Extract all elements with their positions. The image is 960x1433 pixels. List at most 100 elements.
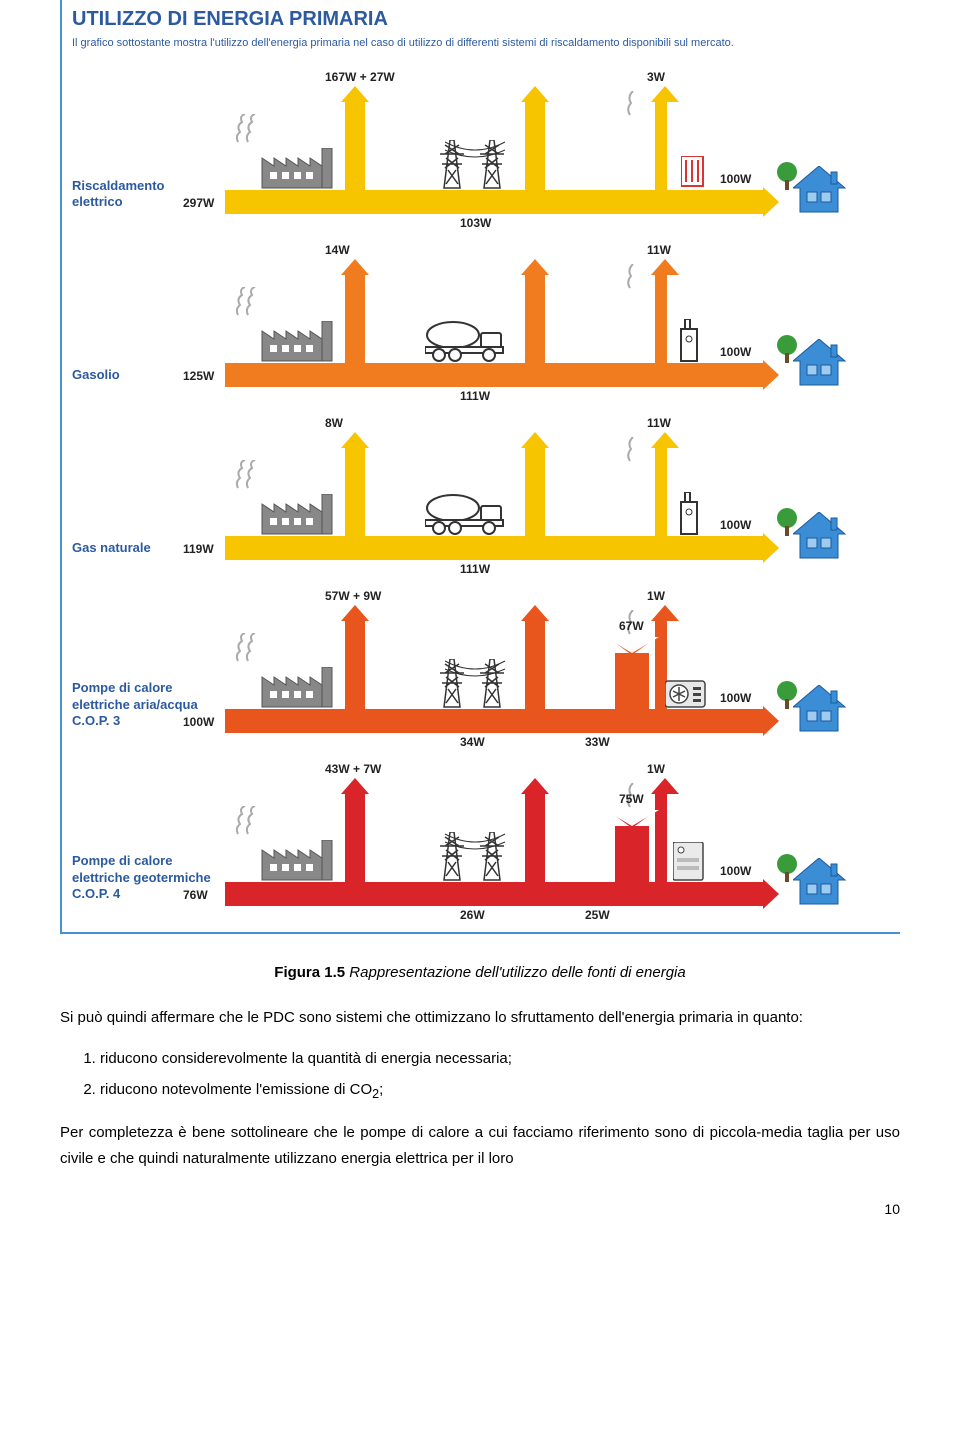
mid-value: 34W: [460, 735, 485, 749]
factory-icon: [260, 321, 338, 363]
energy-row: Pompe di calore elettriche geotermicheC.…: [72, 759, 900, 924]
smoke-icon: [233, 633, 259, 663]
factory-icon: [260, 148, 338, 190]
infographic-subtitle: Il grafico sottostante mostra l'utilizzo…: [72, 37, 900, 49]
row-diagram: 125W14W111W11W100W: [225, 240, 900, 405]
house-icon: [793, 685, 847, 733]
end-loss-riser: [655, 100, 667, 190]
energy-row: Pompe di calore elettriche aria/acquaC.O…: [72, 586, 900, 751]
body-p1: Si può quindi affermare che le PDC sono …: [60, 1005, 900, 1031]
figure-caption: Figura 1.5 Rappresentazione dell'utilizz…: [60, 964, 900, 981]
energy-bar: [225, 536, 765, 560]
caption-prefix: Figura 1.5: [274, 964, 345, 981]
gain-block: [615, 653, 649, 709]
output-value: 100W: [720, 518, 751, 532]
plant-loss-riser: [345, 100, 365, 190]
end-loss-riser: [655, 273, 667, 363]
energy-bar: [225, 709, 765, 733]
after-gain-value: 33W: [585, 735, 610, 749]
mid-value: 103W: [460, 216, 491, 230]
plant-loss-value: 8W: [325, 416, 343, 430]
factory-icon: [260, 840, 338, 882]
body-li2: riducono notevolmente l'emissione di CO2…: [100, 1077, 900, 1105]
gain-notch: [605, 810, 659, 826]
energy-bar: [225, 190, 765, 214]
output-value: 100W: [720, 691, 751, 705]
row-diagram: 119W8W111W11W100W: [225, 413, 900, 578]
smoke-icon: [625, 91, 645, 117]
energy-row: Gasolio125W14W111W11W100W: [72, 240, 900, 405]
input-value: 297W: [183, 196, 214, 210]
smoke-icon: [625, 437, 645, 463]
house-icon: [793, 166, 847, 214]
body-list: riducono considerevolmente la quantità d…: [60, 1046, 900, 1106]
end-loss-value: 3W: [647, 70, 665, 84]
end-loss-value: 11W: [647, 416, 671, 430]
gain-value: 75W: [619, 792, 644, 806]
energy-row: Gas naturale119W8W111W11W100W: [72, 413, 900, 578]
energy-bar: [225, 363, 765, 387]
mid-loss-riser: [525, 792, 545, 882]
wires-icon: [443, 830, 507, 854]
tanker-icon: [425, 486, 507, 536]
house-icon: [793, 858, 847, 906]
smoke-icon: [625, 264, 645, 290]
row-diagram: 76W43W + 7W26W1W75W25W100W: [225, 759, 900, 924]
row-diagram: 100W57W + 9W34W1W67W33W100W: [225, 586, 900, 751]
end-loss-value: 11W: [647, 243, 671, 257]
row-diagram: 297W167W + 27W103W3W100W: [225, 67, 900, 232]
factory-icon: [260, 494, 338, 536]
plant-loss-riser: [345, 619, 365, 709]
infographic-rows: Riscaldamento elettrico297W167W + 27W103…: [72, 67, 900, 924]
smoke-icon: [233, 806, 259, 836]
body-text: Si può quindi affermare che le PDC sono …: [60, 1005, 900, 1171]
mid-value: 111W: [460, 562, 490, 576]
radiator-icon: [681, 156, 705, 188]
heatpump-icon: [665, 675, 707, 709]
wires-icon: [443, 657, 507, 681]
gain-notch: [605, 637, 659, 653]
plant-loss-riser: [345, 273, 365, 363]
caption-text: Rappresentazione dell'utilizzo delle fon…: [345, 964, 686, 981]
input-value: 76W: [183, 888, 208, 902]
body-p2: Per completezza è bene sottolineare che …: [60, 1120, 900, 1171]
plant-loss-value: 167W + 27W: [325, 70, 395, 84]
end-loss-riser: [655, 446, 667, 536]
end-loss-value: 1W: [647, 762, 665, 776]
plant-loss-value: 43W + 7W: [325, 762, 381, 776]
output-value: 100W: [720, 345, 751, 359]
boiler-icon: [677, 319, 703, 363]
infographic-title: UTILIZZO DI ENERGIA PRIMARIA: [72, 8, 900, 31]
energy-row: Riscaldamento elettrico297W167W + 27W103…: [72, 67, 900, 232]
mid-loss-riser: [525, 100, 545, 190]
mid-loss-riser: [525, 619, 545, 709]
plant-loss-value: 14W: [325, 243, 350, 257]
gain-value: 67W: [619, 619, 644, 633]
end-loss-value: 1W: [647, 589, 665, 603]
page-number: 10: [60, 1201, 900, 1217]
plant-loss-riser: [345, 446, 365, 536]
tanker-icon: [425, 313, 507, 363]
input-value: 100W: [183, 715, 214, 729]
plant-loss-riser: [345, 792, 365, 882]
mid-value: 111W: [460, 389, 490, 403]
wires-icon: [443, 138, 507, 162]
output-value: 100W: [720, 172, 751, 186]
plant-loss-value: 57W + 9W: [325, 589, 381, 603]
energy-bar: [225, 882, 765, 906]
factory-icon: [260, 667, 338, 709]
smoke-icon: [233, 460, 259, 490]
house-icon: [793, 339, 847, 387]
smoke-icon: [233, 287, 259, 317]
geopump-icon: [673, 842, 705, 882]
mid-loss-riser: [525, 446, 545, 536]
output-value: 100W: [720, 864, 751, 878]
after-gain-value: 25W: [585, 908, 610, 922]
input-value: 119W: [183, 542, 214, 556]
house-icon: [793, 512, 847, 560]
gain-block: [615, 826, 649, 882]
input-value: 125W: [183, 369, 214, 383]
mid-loss-riser: [525, 273, 545, 363]
energy-infographic: UTILIZZO DI ENERGIA PRIMARIA Il grafico …: [60, 0, 900, 934]
body-li1: riducono considerevolmente la quantità d…: [100, 1046, 900, 1072]
